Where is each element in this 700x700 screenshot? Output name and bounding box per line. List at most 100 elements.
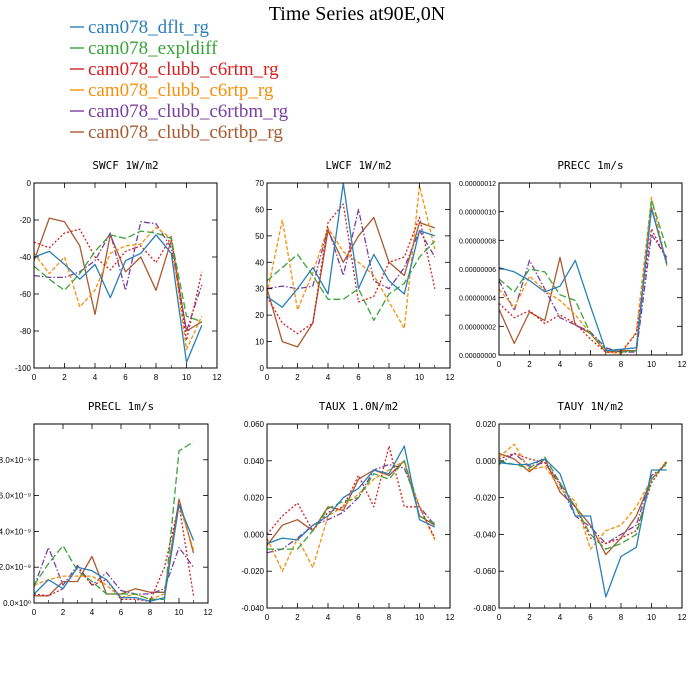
- x-tick-label: 12: [446, 613, 455, 622]
- series-line-cam078_dflt_rg: [34, 503, 195, 602]
- y-tick-label: 0.00000002: [459, 324, 496, 331]
- y-tick-label: 0.00000008: [459, 238, 496, 245]
- series-line-cam078_expldiff: [267, 460, 436, 550]
- y-tick-label: -60: [19, 290, 31, 299]
- panel-title: TAUX 1.0N/m2: [319, 400, 398, 413]
- x-tick-label: 6: [588, 360, 593, 369]
- series-lines: [499, 443, 668, 598]
- x-tick-label: 4: [558, 360, 563, 369]
- chart-panel: TAUY 1N/m2 0 2 4 6 8 10 12 -0.080 -0.060 -0.040 -0.…: [473, 400, 687, 622]
- series-line-cam078_clubb_c6rtm_rg: [267, 203, 436, 335]
- chart-panel: PRECC 1m/s 0 2 4 6 8 10 12 0.00000000 0.00000002 0…: [459, 159, 687, 369]
- panel-title: PRECC 1m/s: [557, 159, 623, 172]
- series-line-cam078_clubb_c6rtm_rg: [34, 503, 195, 602]
- legend-entry: cam078_clubb_c6rtbp_rg: [88, 122, 283, 143]
- series-line-cam078_dflt_rg: [34, 234, 203, 364]
- y-tick-label: 0.000: [476, 457, 497, 466]
- x-tick-label: 6: [356, 613, 361, 622]
- x-tick-label: 2: [527, 360, 532, 369]
- legend-entry: cam078_expldiff: [88, 38, 218, 59]
- y-tick-label: -0.080: [473, 604, 496, 613]
- series-line-cam078_dflt_rg: [499, 458, 667, 598]
- x-tick-label: 4: [558, 613, 563, 622]
- series-lines: [34, 217, 203, 364]
- x-tick-label: 8: [154, 373, 159, 382]
- plot-frame: [266, 423, 451, 609]
- chart-panel: SWCF 1W/m2 0 2 4 6 8 10 12 -100 -80 -60 -40 -20 0: [15, 159, 222, 382]
- legend-entry: cam078_clubb_c6rtp_rg: [88, 80, 274, 101]
- y-tick-label: 0.00000000: [459, 353, 496, 360]
- chart-panel: PRECL 1m/s 0 2 4 6 8 10 12 0.0×10⁰ 2.0×10⁻⁹ 4.0×10…: [0, 400, 213, 617]
- y-tick-label: 0.020: [476, 420, 497, 429]
- x-tick-label: 4: [326, 613, 331, 622]
- y-tick-label: 0.040: [244, 457, 265, 466]
- chart-panels: SWCF 1W/m20 2 4 6 8 10 12-100-80-60-40-200LWCF…: [0, 159, 687, 622]
- y-tick-label: 0: [260, 364, 265, 373]
- series-line-cam078_clubb_c6rtp_rg: [267, 460, 436, 572]
- y-tick-label: 30: [255, 285, 264, 294]
- x-tick-label: 12: [678, 613, 687, 622]
- x-tick-label: 10: [415, 373, 424, 382]
- y-tick-label: -80: [19, 327, 31, 336]
- x-tick-label: 0: [497, 360, 502, 369]
- series-line-cam078_clubb_c6rtp_rg: [499, 443, 668, 550]
- series-line-cam078_expldiff: [499, 456, 668, 550]
- y-tick-label: 60: [255, 205, 264, 214]
- chart-panel: TAUX 1.0N/m2 0 2 4 6 8 10 12 -0.040 -0.020 0.000 0.…: [241, 400, 455, 622]
- panel-title: PRECL 1m/s: [88, 400, 154, 413]
- y-tick-label: 40: [255, 258, 264, 267]
- y-tick-label: 10: [255, 338, 264, 347]
- series-line-cam078_clubb_c6rtp_rg: [267, 184, 436, 330]
- series-line-cam078_dflt_rg: [267, 445, 436, 545]
- x-tick-label: 0: [32, 608, 37, 617]
- x-tick-label: 12: [678, 360, 687, 369]
- y-tick-label: 0.00000012: [459, 181, 496, 188]
- x-tick-label: 8: [387, 613, 392, 622]
- y-tick-label: -0.040: [473, 530, 496, 539]
- y-tick-label: 6.0×10⁻⁹: [0, 492, 31, 501]
- series-line-cam078_clubb_c6rtbp_rg: [499, 452, 668, 556]
- x-tick-label: 4: [326, 373, 331, 382]
- legend-entry: cam078_clubb_c6rtbm_rg: [88, 101, 289, 122]
- x-tick-label: 0: [265, 613, 270, 622]
- x-tick-label: 6: [119, 608, 124, 617]
- y-tick-label: -0.040: [241, 604, 264, 613]
- y-tick-label: -20: [19, 216, 31, 225]
- series-line-cam078_clubb_c6rtm_rg: [499, 228, 668, 353]
- series-lines: [267, 445, 436, 572]
- y-tick-label: 0.060: [244, 420, 265, 429]
- x-tick-label: 0: [265, 373, 270, 382]
- panel-title: TAUY 1N/m2: [557, 400, 623, 413]
- series-line-cam078_clubb_c6rtbm_rg: [34, 546, 195, 595]
- y-tick-label: 50: [255, 232, 264, 241]
- y-tick-label: 0.020: [244, 494, 265, 503]
- x-tick-label: 2: [61, 608, 66, 617]
- series-line-cam078_dflt_rg: [267, 183, 436, 308]
- y-tick-label: 0.000: [244, 530, 265, 539]
- series-lines: [267, 183, 436, 348]
- series-line-cam078_clubb_c6rtbm_rg: [267, 208, 436, 290]
- x-tick-label: 10: [647, 360, 656, 369]
- plot-frame: [33, 182, 218, 369]
- legend-entry: cam078_dflt_rg: [88, 17, 210, 38]
- y-tick-label: 0.0×10⁰: [3, 599, 31, 608]
- x-tick-label: 12: [204, 608, 213, 617]
- x-tick-label: 12: [213, 373, 222, 382]
- y-tick-label: -100: [15, 364, 32, 373]
- series-line-cam078_expldiff: [34, 230, 203, 323]
- panel-title: SWCF 1W/m2: [92, 159, 158, 172]
- x-tick-label: 8: [619, 613, 624, 622]
- series-line-cam078_clubb_c6rtp_rg: [34, 226, 203, 351]
- series-line-cam078_clubb_c6rtbm_rg: [499, 233, 668, 353]
- x-tick-label: 0: [32, 373, 37, 382]
- x-tick-label: 0: [497, 613, 502, 622]
- series-lines: [499, 196, 668, 355]
- y-tick-label: 0.00000004: [459, 296, 496, 303]
- series-line-cam078_clubb_c6rtm_rg: [499, 452, 668, 545]
- x-tick-label: 10: [175, 608, 184, 617]
- series-line-cam078_dflt_rg: [499, 208, 668, 352]
- series-line-cam078_clubb_c6rtm_rg: [34, 228, 203, 341]
- series-line-cam078_expldiff: [267, 240, 436, 322]
